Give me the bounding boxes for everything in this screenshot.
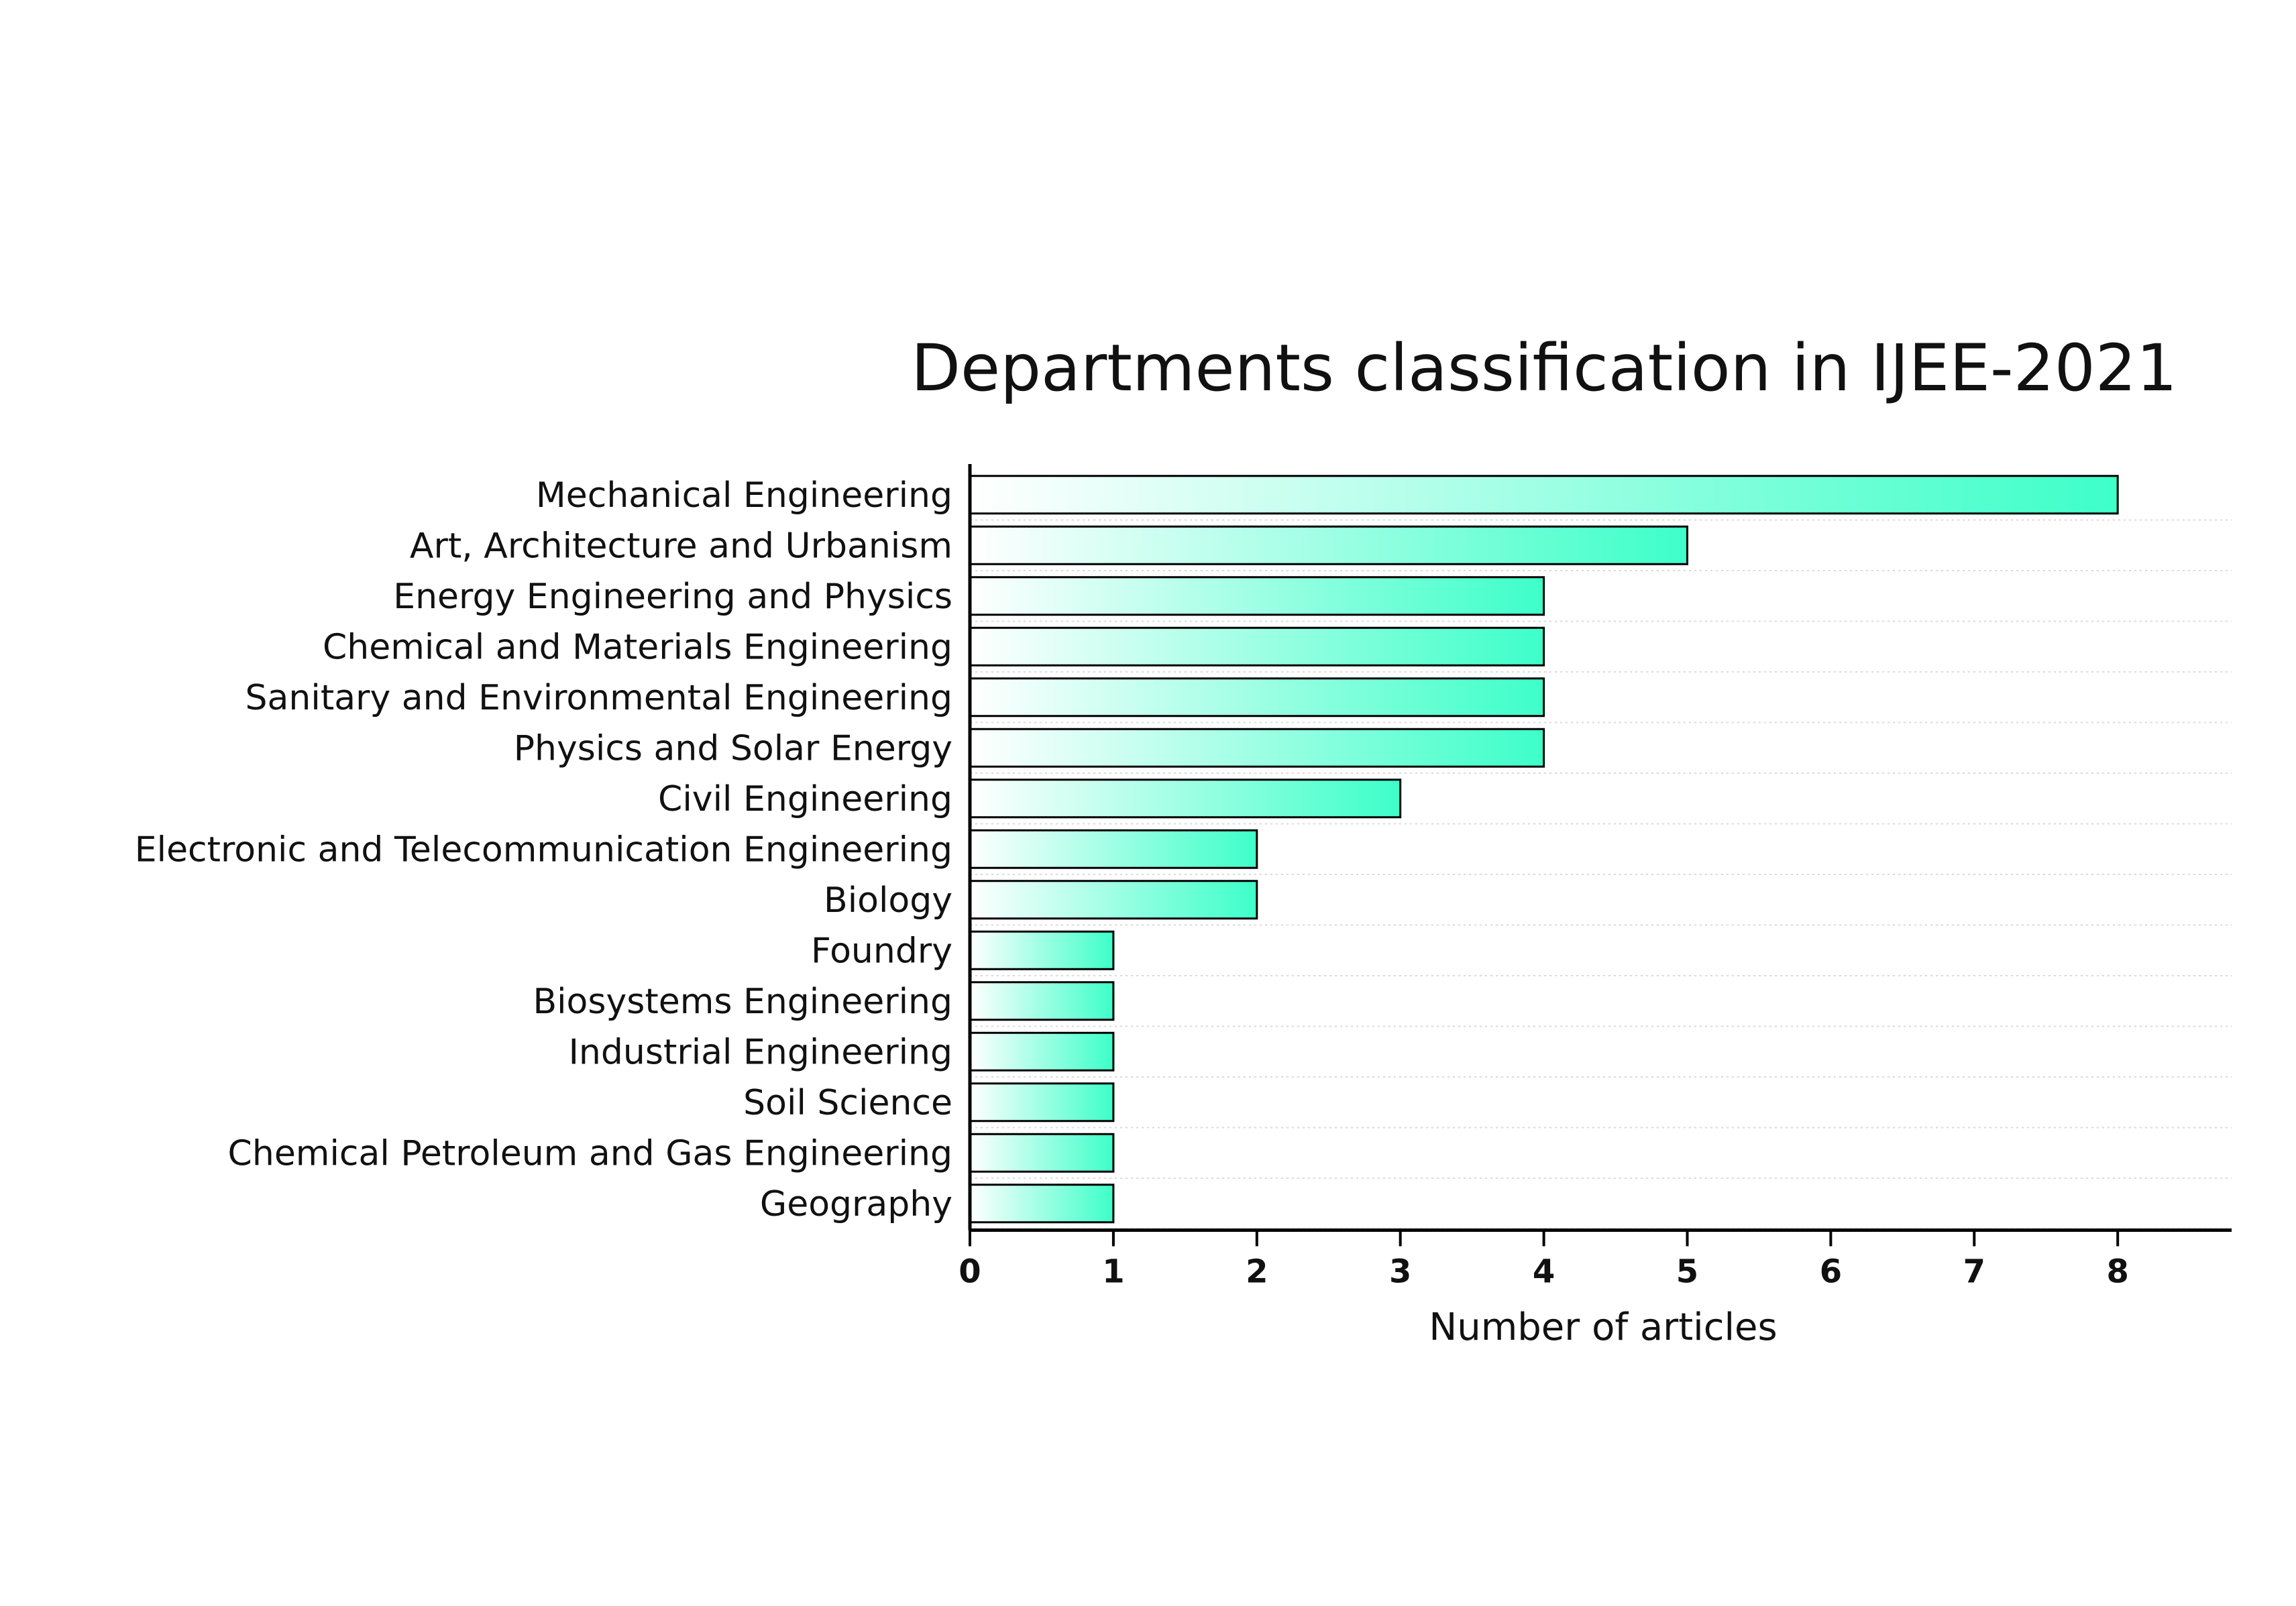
category-label: Soil Science bbox=[743, 1083, 952, 1123]
x-tick-label: 0 bbox=[959, 1253, 981, 1291]
category-label: Mechanical Engineering bbox=[536, 475, 952, 516]
x-tick-label: 3 bbox=[1389, 1253, 1411, 1291]
category-label: Biology bbox=[824, 880, 952, 921]
category-label: Civil Engineering bbox=[658, 779, 952, 819]
x-tick-label: 1 bbox=[1102, 1253, 1124, 1291]
bar-10 bbox=[969, 930, 1115, 970]
category-label: Chemical and Materials Engineering bbox=[323, 627, 952, 667]
bar-9 bbox=[969, 880, 1258, 920]
bar-8 bbox=[969, 829, 1258, 869]
x-tick-label: 6 bbox=[1820, 1253, 1842, 1291]
bar-5 bbox=[969, 677, 1545, 718]
chart-title: Departments classification in IJEE-2021 bbox=[911, 331, 2177, 406]
bar-6 bbox=[969, 728, 1545, 768]
bar-1 bbox=[969, 475, 2119, 515]
axes bbox=[968, 464, 2232, 1247]
category-labels: Mechanical Engineering Art, Architecture … bbox=[135, 475, 952, 1224]
category-label: Chemical Petroleum and Gas Engineering bbox=[228, 1133, 952, 1173]
category-label: Sanitary and Environmental Engineering bbox=[245, 678, 952, 718]
x-tick-label: 8 bbox=[2106, 1253, 2128, 1291]
category-label: Energy Engineering and Physics bbox=[393, 577, 952, 617]
bar-4 bbox=[969, 626, 1545, 667]
x-tick-labels: 0 1 2 3 4 5 6 7 8 bbox=[959, 1253, 2129, 1291]
bar-7 bbox=[969, 779, 1402, 819]
bar-3 bbox=[969, 576, 1545, 616]
x-axis-title: Number of articles bbox=[1429, 1306, 1777, 1349]
x-tick-label: 7 bbox=[1963, 1253, 1985, 1291]
bar-11 bbox=[969, 981, 1115, 1021]
bar-14 bbox=[969, 1133, 1115, 1173]
bar-13 bbox=[969, 1082, 1115, 1123]
category-label: Industrial Engineering bbox=[569, 1032, 952, 1072]
grid-lines bbox=[970, 519, 2232, 1230]
bar-2 bbox=[969, 525, 1688, 565]
bar-15 bbox=[969, 1184, 1115, 1224]
bar-12 bbox=[969, 1031, 1115, 1072]
x-tick-label: 2 bbox=[1246, 1253, 1268, 1291]
category-label: Foundry bbox=[811, 931, 952, 971]
bars bbox=[969, 475, 2119, 1224]
category-label: Electronic and Telecommunication Enginee… bbox=[135, 829, 952, 870]
x-tick-label: 5 bbox=[1676, 1253, 1698, 1291]
category-label: Physics and Solar Energy bbox=[514, 728, 952, 768]
x-tick-label: 4 bbox=[1533, 1253, 1555, 1291]
category-label: Art, Architecture and Urbanism bbox=[410, 526, 952, 566]
category-label: Geography bbox=[760, 1184, 952, 1224]
category-label: Biosystems Engineering bbox=[533, 982, 952, 1022]
